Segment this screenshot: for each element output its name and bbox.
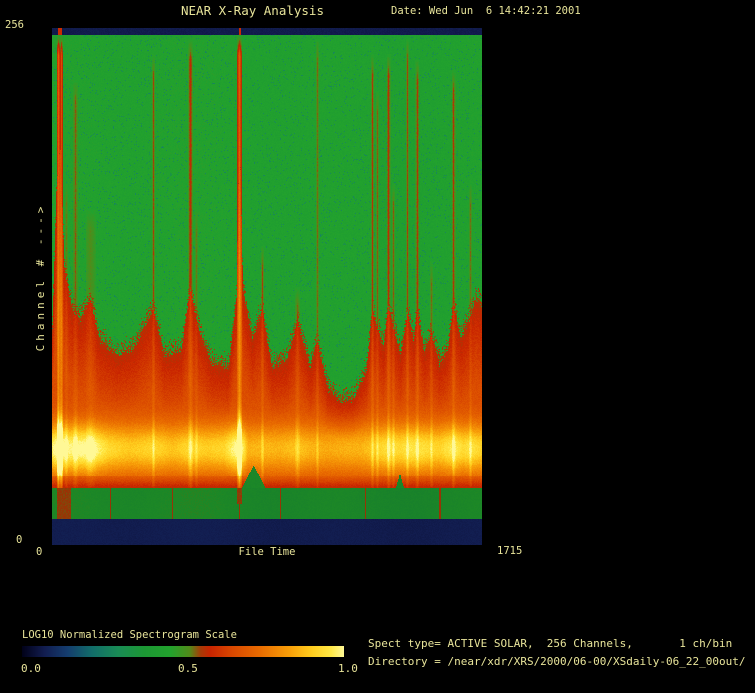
colorbar-gradient xyxy=(22,646,344,657)
spectrogram-image xyxy=(52,28,482,545)
colorbar-tick-mid: 0.5 xyxy=(178,662,198,675)
spect-type-text: Spect type= ACTIVE SOLAR, 256 Channels, … xyxy=(368,637,733,650)
colorbar-tick-min: 0.0 xyxy=(21,662,41,675)
y-axis-min-label: 0 xyxy=(16,534,23,546)
x-axis-max-label: 1715 xyxy=(497,545,523,557)
y-axis-max-label: 256 xyxy=(5,19,24,31)
colorbar-tick-max: 1.0 xyxy=(338,662,358,675)
directory-text: Directory = /near/xdr/XRS/2000/06-00/XSd… xyxy=(368,655,746,668)
page-title: NEAR X-Ray Analysis xyxy=(181,3,324,18)
x-axis-min-label: 0 xyxy=(36,546,43,558)
x-axis-label: File Time xyxy=(238,546,296,558)
y-axis-label: Channel # ---> xyxy=(33,202,47,352)
colorbar-title: LOG10 Normalized Spectrogram Scale xyxy=(22,629,237,641)
header-date-label: Date: Wed Jun 6 14:42:21 2001 xyxy=(391,5,581,17)
